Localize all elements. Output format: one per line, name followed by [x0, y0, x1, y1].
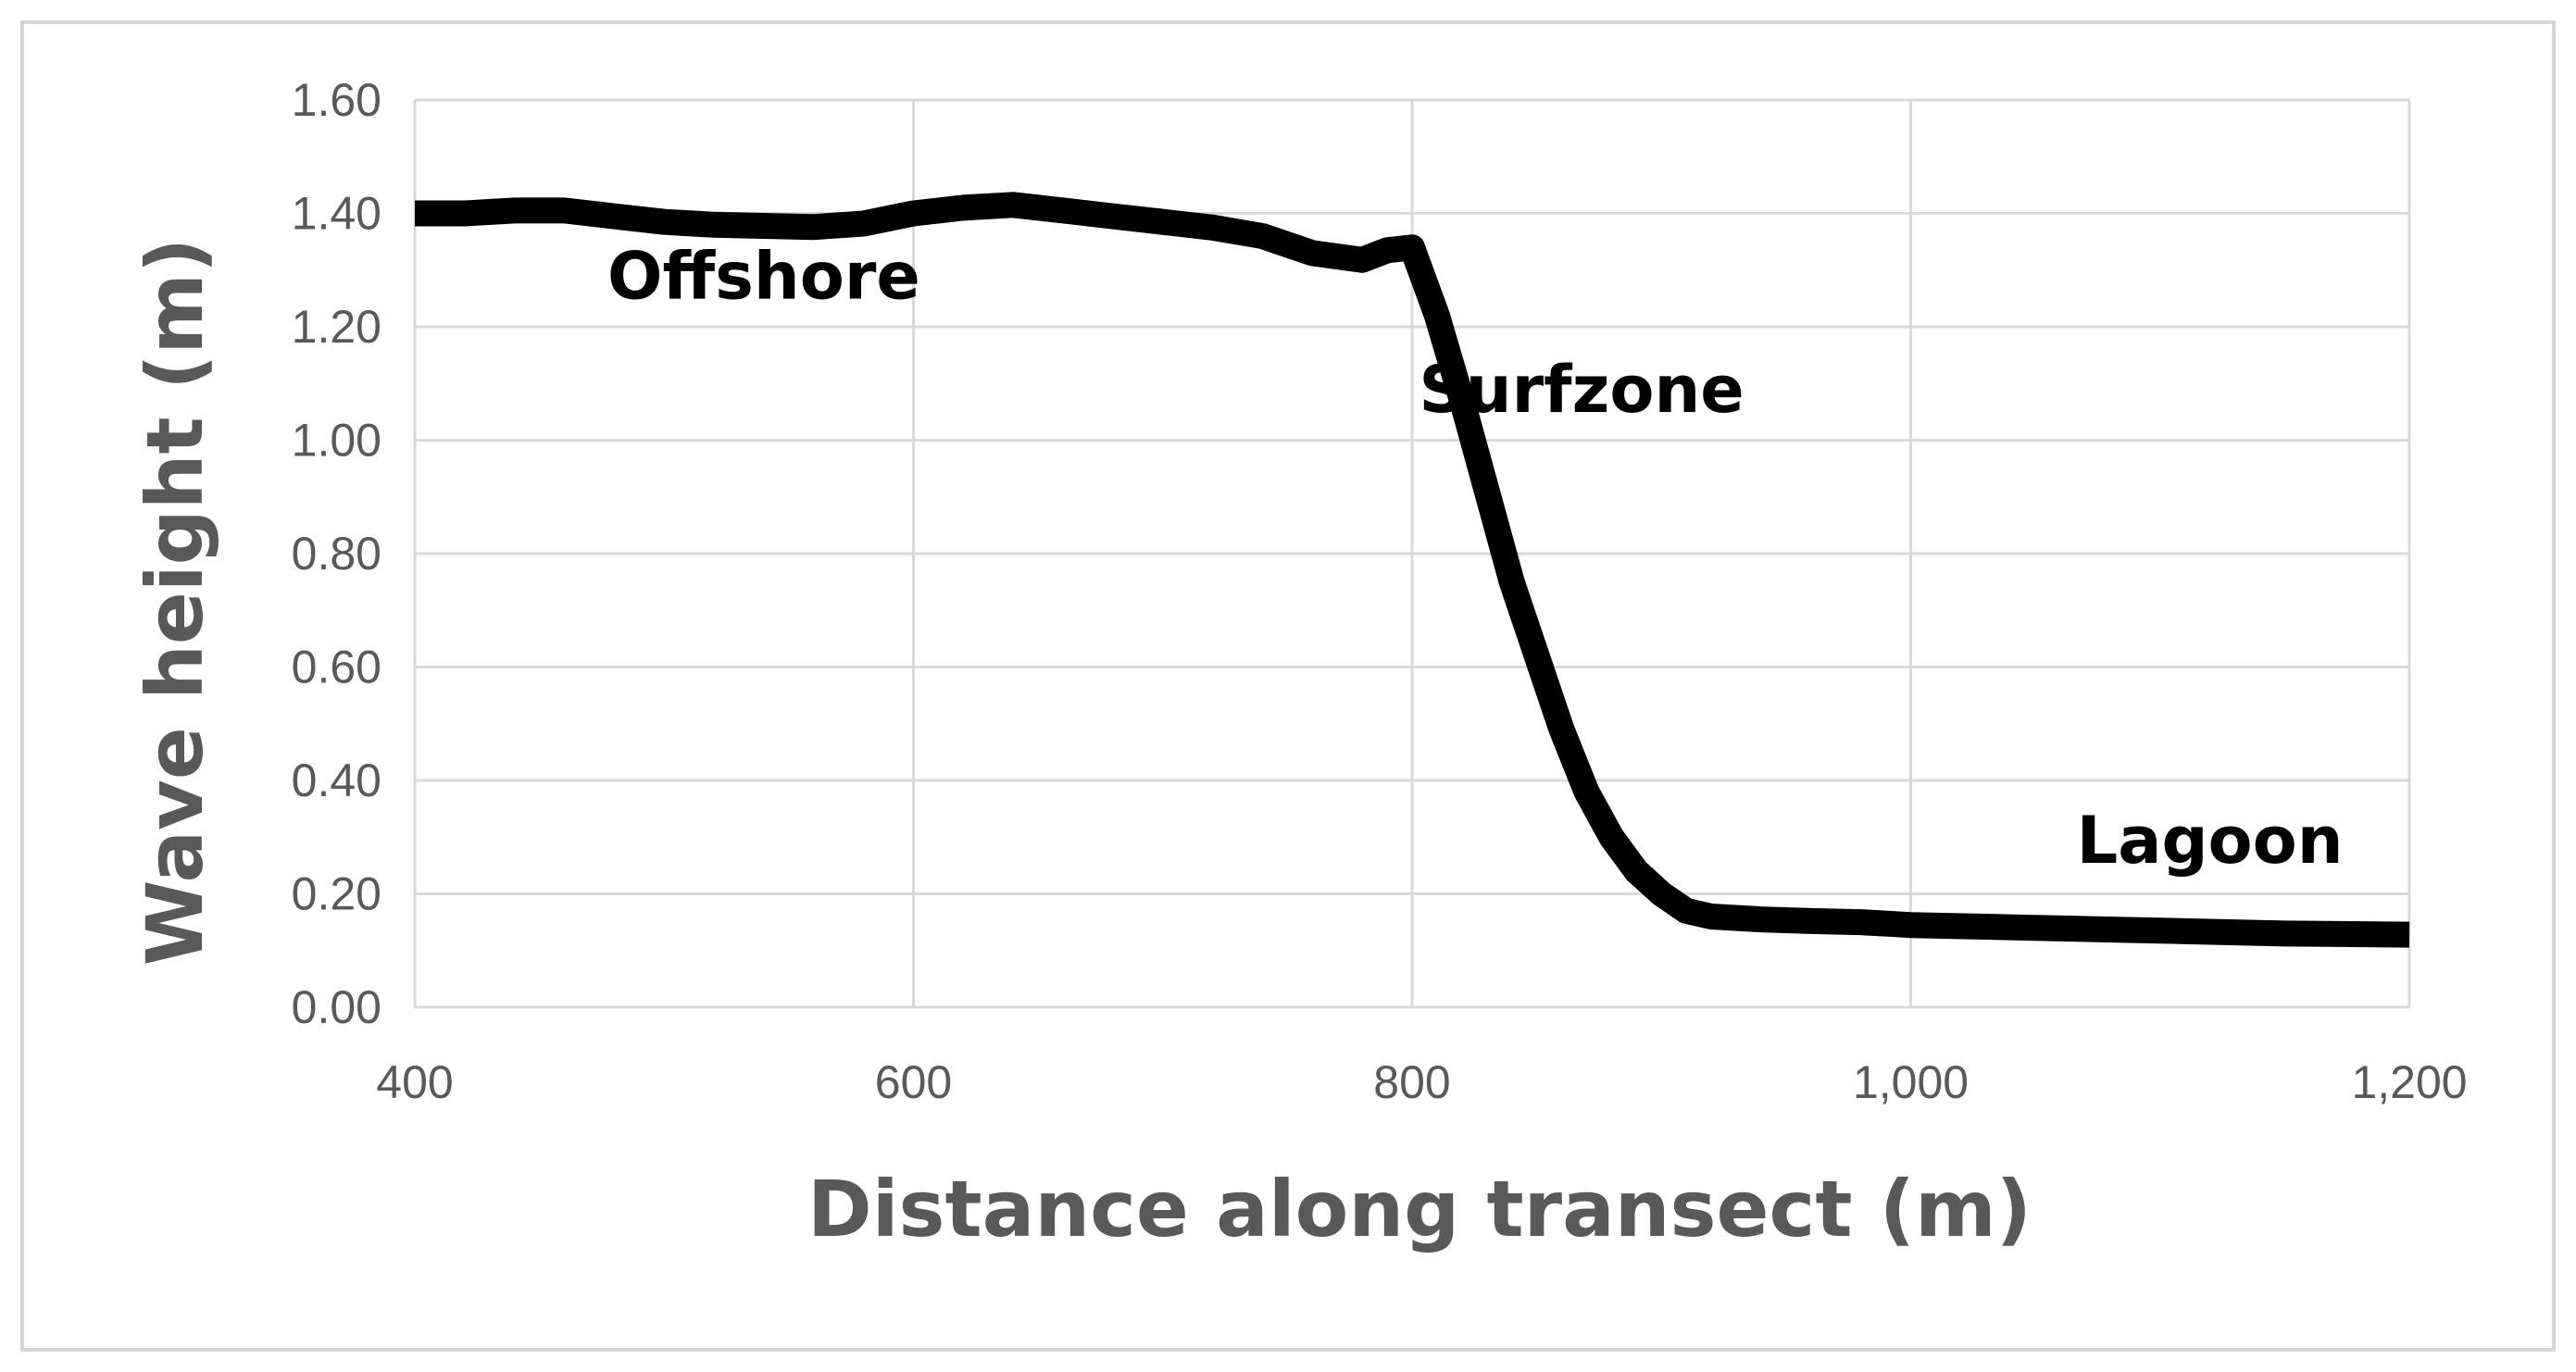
x-tick-label: 1,200	[2351, 1056, 2467, 1108]
x-tick-label: 400	[376, 1056, 453, 1108]
grid	[413, 98, 2411, 1009]
x-tick-label: 1,000	[1853, 1056, 1969, 1108]
x-tick-label: 800	[1373, 1056, 1450, 1108]
annotations: Offshore Surfzone Lagoon	[607, 238, 2344, 878]
y-tick-label: 1.60	[292, 74, 381, 126]
annotation-label: Offshore	[607, 238, 920, 314]
y-tick-label: 0.40	[292, 755, 381, 806]
y-tick-label: 0.80	[292, 528, 381, 580]
series	[415, 192, 2410, 948]
y-tick-label: 0.60	[292, 642, 381, 693]
y-tick-label: 0.20	[292, 868, 381, 920]
annotation-label: Lagoon	[2077, 803, 2344, 879]
y-tick-label: 0.00	[292, 981, 381, 1033]
y-axis-title: Wave height (m)	[130, 238, 220, 967]
y-tick-label: 1.40	[292, 188, 381, 240]
y-tick-label: 1.00	[292, 415, 381, 467]
series-line-wave-height	[415, 192, 2410, 948]
annotation-label: Surfzone	[1419, 352, 1744, 428]
y-tick-label: 1.20	[292, 301, 381, 353]
x-axis-title: Distance along transect (m)	[807, 1164, 2032, 1254]
x-tick-label: 600	[875, 1056, 952, 1108]
axes: 0.00 0.20 0.40 0.60 0.80 1.00 1.20 1.40 1.60 400 6…	[292, 74, 2468, 1108]
